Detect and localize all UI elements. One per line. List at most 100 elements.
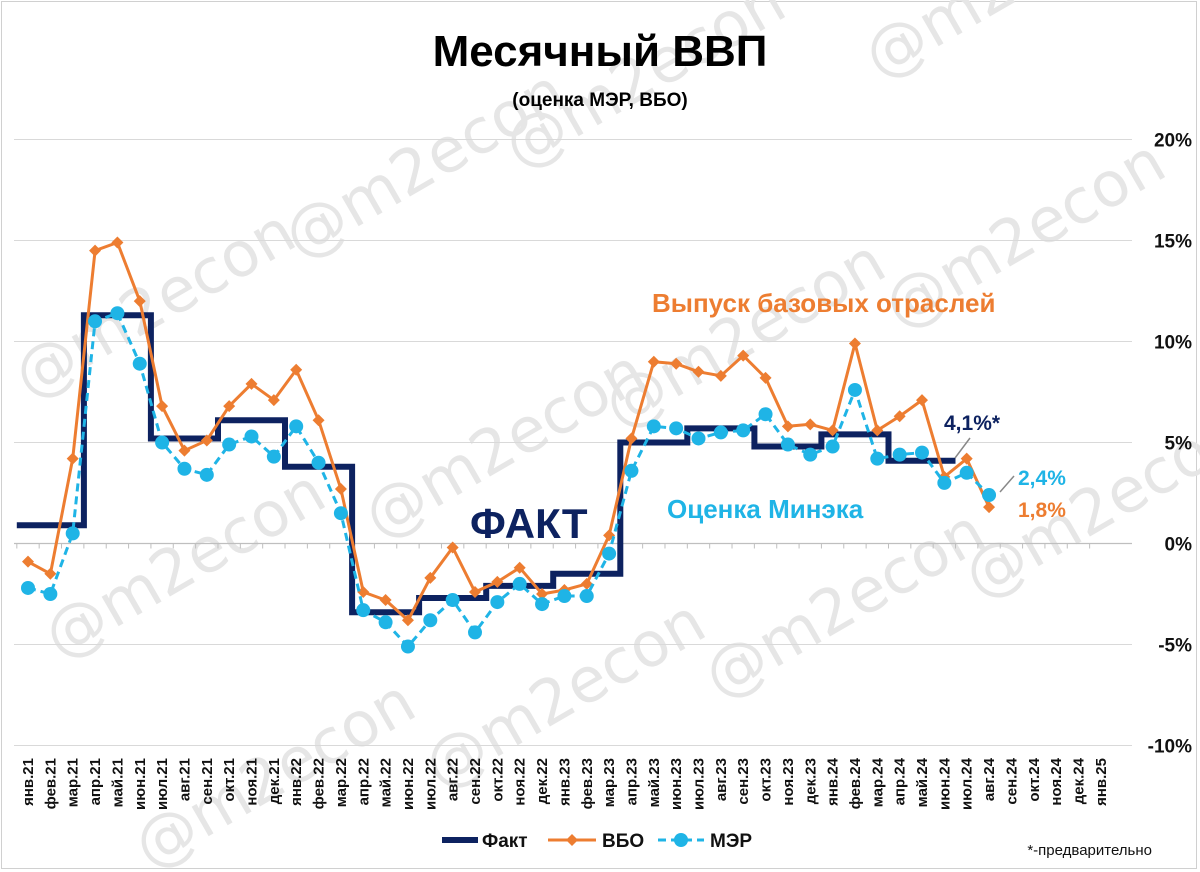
watermark-text: @m2econ: [851, 0, 1157, 93]
watermark-text: @m2econ: [591, 224, 897, 443]
x-tick-label: ноя.21: [244, 758, 261, 806]
x-tick-label: авг.21: [176, 758, 193, 801]
y-tick-label: 15%: [1154, 232, 1192, 253]
x-tick-label: фев.21: [42, 758, 59, 809]
annotation-fact-last: 4,1%*: [944, 412, 1001, 435]
vbo-point: [89, 244, 102, 257]
vbo-point: [469, 585, 481, 598]
x-tick-label: сен.22: [467, 758, 484, 805]
x-tick-label: мар.24: [869, 757, 886, 807]
legend-label-mer: МЭР: [710, 831, 752, 852]
vbo-point: [424, 571, 437, 584]
mer-point: [512, 576, 527, 591]
legend-label-vbo: ВБО: [602, 831, 644, 852]
annotation-fact-label: ФАКТ: [470, 500, 588, 547]
mer-point: [88, 314, 103, 329]
x-tick-label: авг.23: [713, 758, 730, 801]
mer-point: [378, 615, 393, 630]
vbo-point: [290, 363, 303, 376]
mer-point: [959, 465, 974, 480]
x-tick-label: дек.23: [802, 758, 819, 804]
x-tick-label: окт.22: [489, 758, 506, 802]
vbo-point: [178, 444, 191, 457]
vbo-point: [22, 555, 34, 568]
mer-point: [21, 580, 35, 595]
x-tick-label: май.23: [646, 758, 663, 807]
mer-point: [445, 593, 460, 608]
mer-point: [691, 431, 706, 446]
x-tick-label: июл.22: [422, 758, 439, 810]
x-tick-label: фев.24: [847, 757, 864, 809]
mer-point: [110, 306, 125, 321]
y-tick-label: 0%: [1165, 535, 1193, 556]
x-tick-label: янв.25: [1093, 758, 1110, 806]
mer-point: [736, 423, 751, 438]
x-tick-label: апр.22: [355, 758, 372, 805]
annotation-vbo-label: Выпуск базовых отраслей: [652, 288, 995, 318]
annotation-mer-label: Оценка Минэка: [667, 494, 864, 524]
vbo-point: [334, 482, 347, 495]
vbo-point: [737, 349, 750, 362]
legend-swatch-vbo-marker: [566, 834, 578, 846]
callout-leader-fact: [954, 437, 971, 459]
vbo-point: [871, 424, 884, 437]
x-tick-label: июл.21: [154, 758, 171, 810]
vbo-point: [401, 614, 414, 627]
annotation-vbo-last: 1,8%: [1018, 499, 1066, 522]
x-tick-label: янв.24: [825, 757, 842, 806]
mer-point: [713, 425, 728, 440]
mer-point: [535, 597, 550, 612]
vbo-point: [245, 377, 258, 390]
vbo-point: [804, 418, 817, 431]
x-tick-label: май.24: [914, 757, 931, 807]
vbo-point: [267, 394, 280, 407]
x-tick-label: ноя.24: [1048, 757, 1065, 805]
mer-point: [177, 461, 192, 476]
x-tick-label: май.21: [109, 758, 126, 807]
vbo-point: [491, 575, 504, 588]
annotation-mer-last: 2,4%: [1018, 467, 1066, 490]
mer-point: [132, 356, 147, 371]
mer-point: [423, 613, 438, 628]
vbo-point: [759, 371, 772, 384]
vbo-point: [670, 357, 683, 370]
x-tick-label: мар.22: [333, 758, 350, 807]
vbo-point: [446, 541, 459, 554]
x-tick-label: янв.23: [556, 758, 573, 806]
vbo-point: [66, 452, 79, 465]
x-tick-label: ноя.22: [512, 758, 529, 806]
vbo-point: [200, 434, 213, 447]
mer-point: [400, 639, 415, 654]
vbo-point: [960, 452, 973, 465]
x-axis: янв.21 фев.21 мар.21 апр.21 май.21 июн.21 июл.…: [20, 757, 1110, 810]
y-tick-label: -5%: [1158, 636, 1192, 657]
mer-point: [222, 437, 237, 452]
x-tick-label: авг.24: [981, 757, 998, 801]
mer-point: [780, 437, 795, 452]
mer-point: [333, 506, 348, 521]
mer-point: [803, 447, 818, 462]
footnote: *-предварительно: [1027, 842, 1152, 859]
vbo-point: [647, 355, 660, 368]
y-axis: 20% 15% 10% 5% 0% -5% -10%: [1148, 131, 1192, 758]
vbo-point: [44, 567, 57, 580]
y-tick-label: 20%: [1154, 131, 1192, 152]
x-tick-label: мар.21: [65, 758, 82, 807]
mer-point: [266, 449, 281, 464]
vbo-point: [893, 410, 906, 423]
x-tick-label: июн.22: [400, 758, 417, 810]
x-tick-label: янв.22: [288, 758, 305, 806]
mer-point: [155, 435, 170, 450]
mer-point: [892, 447, 907, 462]
x-tick-label: фев.22: [311, 758, 328, 809]
x-tick-label: июл.24: [959, 757, 976, 810]
x-tick-label: окт.21: [221, 758, 238, 802]
x-tick-label: янв.21: [20, 758, 37, 806]
vbo-point: [357, 585, 370, 598]
legend: Факт ВБО МЭР: [442, 831, 752, 852]
x-tick-label: дек.21: [266, 758, 283, 804]
vbo-point: [111, 236, 124, 249]
watermark-text: @m2econ: [691, 494, 997, 713]
